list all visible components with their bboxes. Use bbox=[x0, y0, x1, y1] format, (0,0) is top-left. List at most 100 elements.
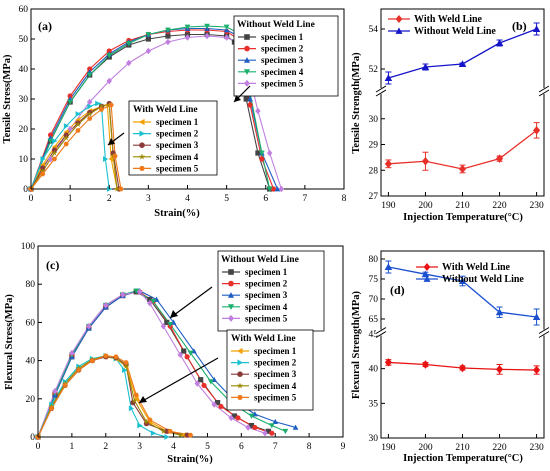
y-tick-label: 30 bbox=[369, 115, 379, 125]
data-point bbox=[184, 24, 191, 30]
data-point bbox=[145, 47, 152, 55]
x-tick-label: 1 bbox=[68, 194, 73, 204]
y-tick-label: 60 bbox=[26, 318, 36, 328]
legend-label: specimen 3 bbox=[254, 369, 297, 379]
data-point bbox=[223, 34, 230, 41]
data-point bbox=[87, 66, 93, 72]
data-point bbox=[235, 415, 241, 421]
x-tick-label: 0 bbox=[36, 442, 41, 452]
series-line bbox=[30, 102, 110, 190]
panel-d-ylabel: Flexural Strength(MPa) bbox=[351, 291, 362, 399]
x-tick-label: 190 bbox=[381, 201, 396, 211]
panel-d: 190 200 210 220 230 65 70 75 80 30 35 40 45 (d) Inje… bbox=[351, 250, 550, 464]
data-point bbox=[47, 138, 54, 144]
y-tick-label: 60 bbox=[19, 5, 29, 15]
x-tick-label: 220 bbox=[492, 201, 507, 211]
panel-c-legend-without-title: Without Weld Line bbox=[221, 255, 299, 265]
legend-marker bbox=[227, 292, 235, 298]
data-point bbox=[248, 413, 255, 419]
data-point bbox=[133, 392, 139, 398]
legend-marker bbox=[244, 34, 250, 40]
data-point bbox=[128, 405, 135, 412]
data-point bbox=[247, 102, 253, 108]
legend-label: specimen 1 bbox=[254, 346, 297, 356]
data-point bbox=[106, 48, 112, 54]
data-point bbox=[103, 353, 109, 359]
x-tick-label: 0 bbox=[29, 194, 34, 204]
legend-label: specimen 2 bbox=[254, 358, 297, 368]
data-point bbox=[184, 354, 190, 360]
data-point bbox=[533, 365, 541, 375]
data-point bbox=[164, 319, 170, 325]
axis-break-mark bbox=[375, 89, 387, 97]
data-point bbox=[247, 96, 253, 102]
panel-a-label: (a) bbox=[38, 19, 52, 33]
data-point bbox=[495, 154, 504, 163]
data-point bbox=[118, 186, 124, 192]
legend-label: specimen 4 bbox=[261, 67, 304, 77]
data-point bbox=[384, 74, 393, 82]
legend-label: specimen 4 bbox=[245, 302, 288, 312]
data-point bbox=[40, 171, 46, 177]
x-tick-label: 9 bbox=[341, 442, 346, 452]
data-point bbox=[102, 156, 109, 162]
panel-c-arrow-with bbox=[138, 357, 219, 404]
series-line bbox=[37, 356, 184, 438]
data-point bbox=[167, 429, 173, 434]
data-point bbox=[292, 424, 299, 430]
axis-break-mark bbox=[375, 327, 387, 334]
x-tick-label: 6 bbox=[263, 194, 268, 204]
axis-break-mark bbox=[538, 327, 550, 334]
panel-a-arrow-without-head bbox=[234, 95, 241, 102]
data-point bbox=[74, 121, 81, 128]
x-tick-label: 220 bbox=[492, 443, 507, 453]
data-point bbox=[89, 358, 95, 363]
legend-marker bbox=[236, 382, 244, 389]
data-point bbox=[421, 156, 430, 166]
data-point bbox=[122, 367, 128, 374]
data-point bbox=[167, 321, 174, 328]
data-point bbox=[532, 313, 541, 321]
data-point bbox=[123, 363, 130, 369]
y-tick-label: 0 bbox=[30, 433, 35, 443]
y-tick-label: 54 bbox=[369, 25, 379, 35]
data-point bbox=[187, 432, 194, 438]
data-point bbox=[268, 423, 275, 429]
legend-marker bbox=[395, 15, 403, 23]
data-point bbox=[495, 365, 504, 374]
data-point bbox=[272, 418, 279, 425]
legend-marker bbox=[395, 27, 403, 34]
data-point bbox=[160, 428, 167, 434]
legend-marker bbox=[139, 165, 145, 171]
panel-c-arrow-with-head bbox=[139, 396, 147, 403]
data-point bbox=[51, 156, 58, 162]
x-tick-label: 7 bbox=[273, 442, 278, 452]
data-point bbox=[133, 288, 140, 294]
data-point bbox=[255, 107, 261, 115]
legend-marker bbox=[227, 304, 235, 310]
legend-marker bbox=[138, 118, 145, 126]
data-point bbox=[258, 150, 265, 156]
panel-c-xlabel: Strain(%) bbox=[167, 454, 213, 465]
data-point bbox=[69, 349, 75, 357]
data-point bbox=[282, 428, 289, 435]
data-point bbox=[421, 360, 430, 369]
data-point bbox=[113, 354, 119, 360]
data-point bbox=[39, 167, 46, 174]
legend-label: specimen 1 bbox=[261, 32, 304, 42]
x-tick-label: 3 bbox=[137, 442, 142, 452]
data-point bbox=[86, 72, 93, 78]
panel-c-arrow-without-head bbox=[170, 310, 178, 318]
series-line bbox=[37, 356, 188, 438]
legend-marker bbox=[423, 263, 431, 271]
legend-label: specimen 5 bbox=[245, 313, 288, 323]
data-point bbox=[63, 123, 70, 129]
data-point bbox=[48, 406, 55, 411]
data-point bbox=[67, 125, 73, 133]
y-tick-label: 20 bbox=[26, 395, 36, 405]
data-point bbox=[123, 360, 129, 365]
legend-marker bbox=[243, 69, 251, 75]
panel-a-arrow-with-head bbox=[108, 138, 115, 145]
